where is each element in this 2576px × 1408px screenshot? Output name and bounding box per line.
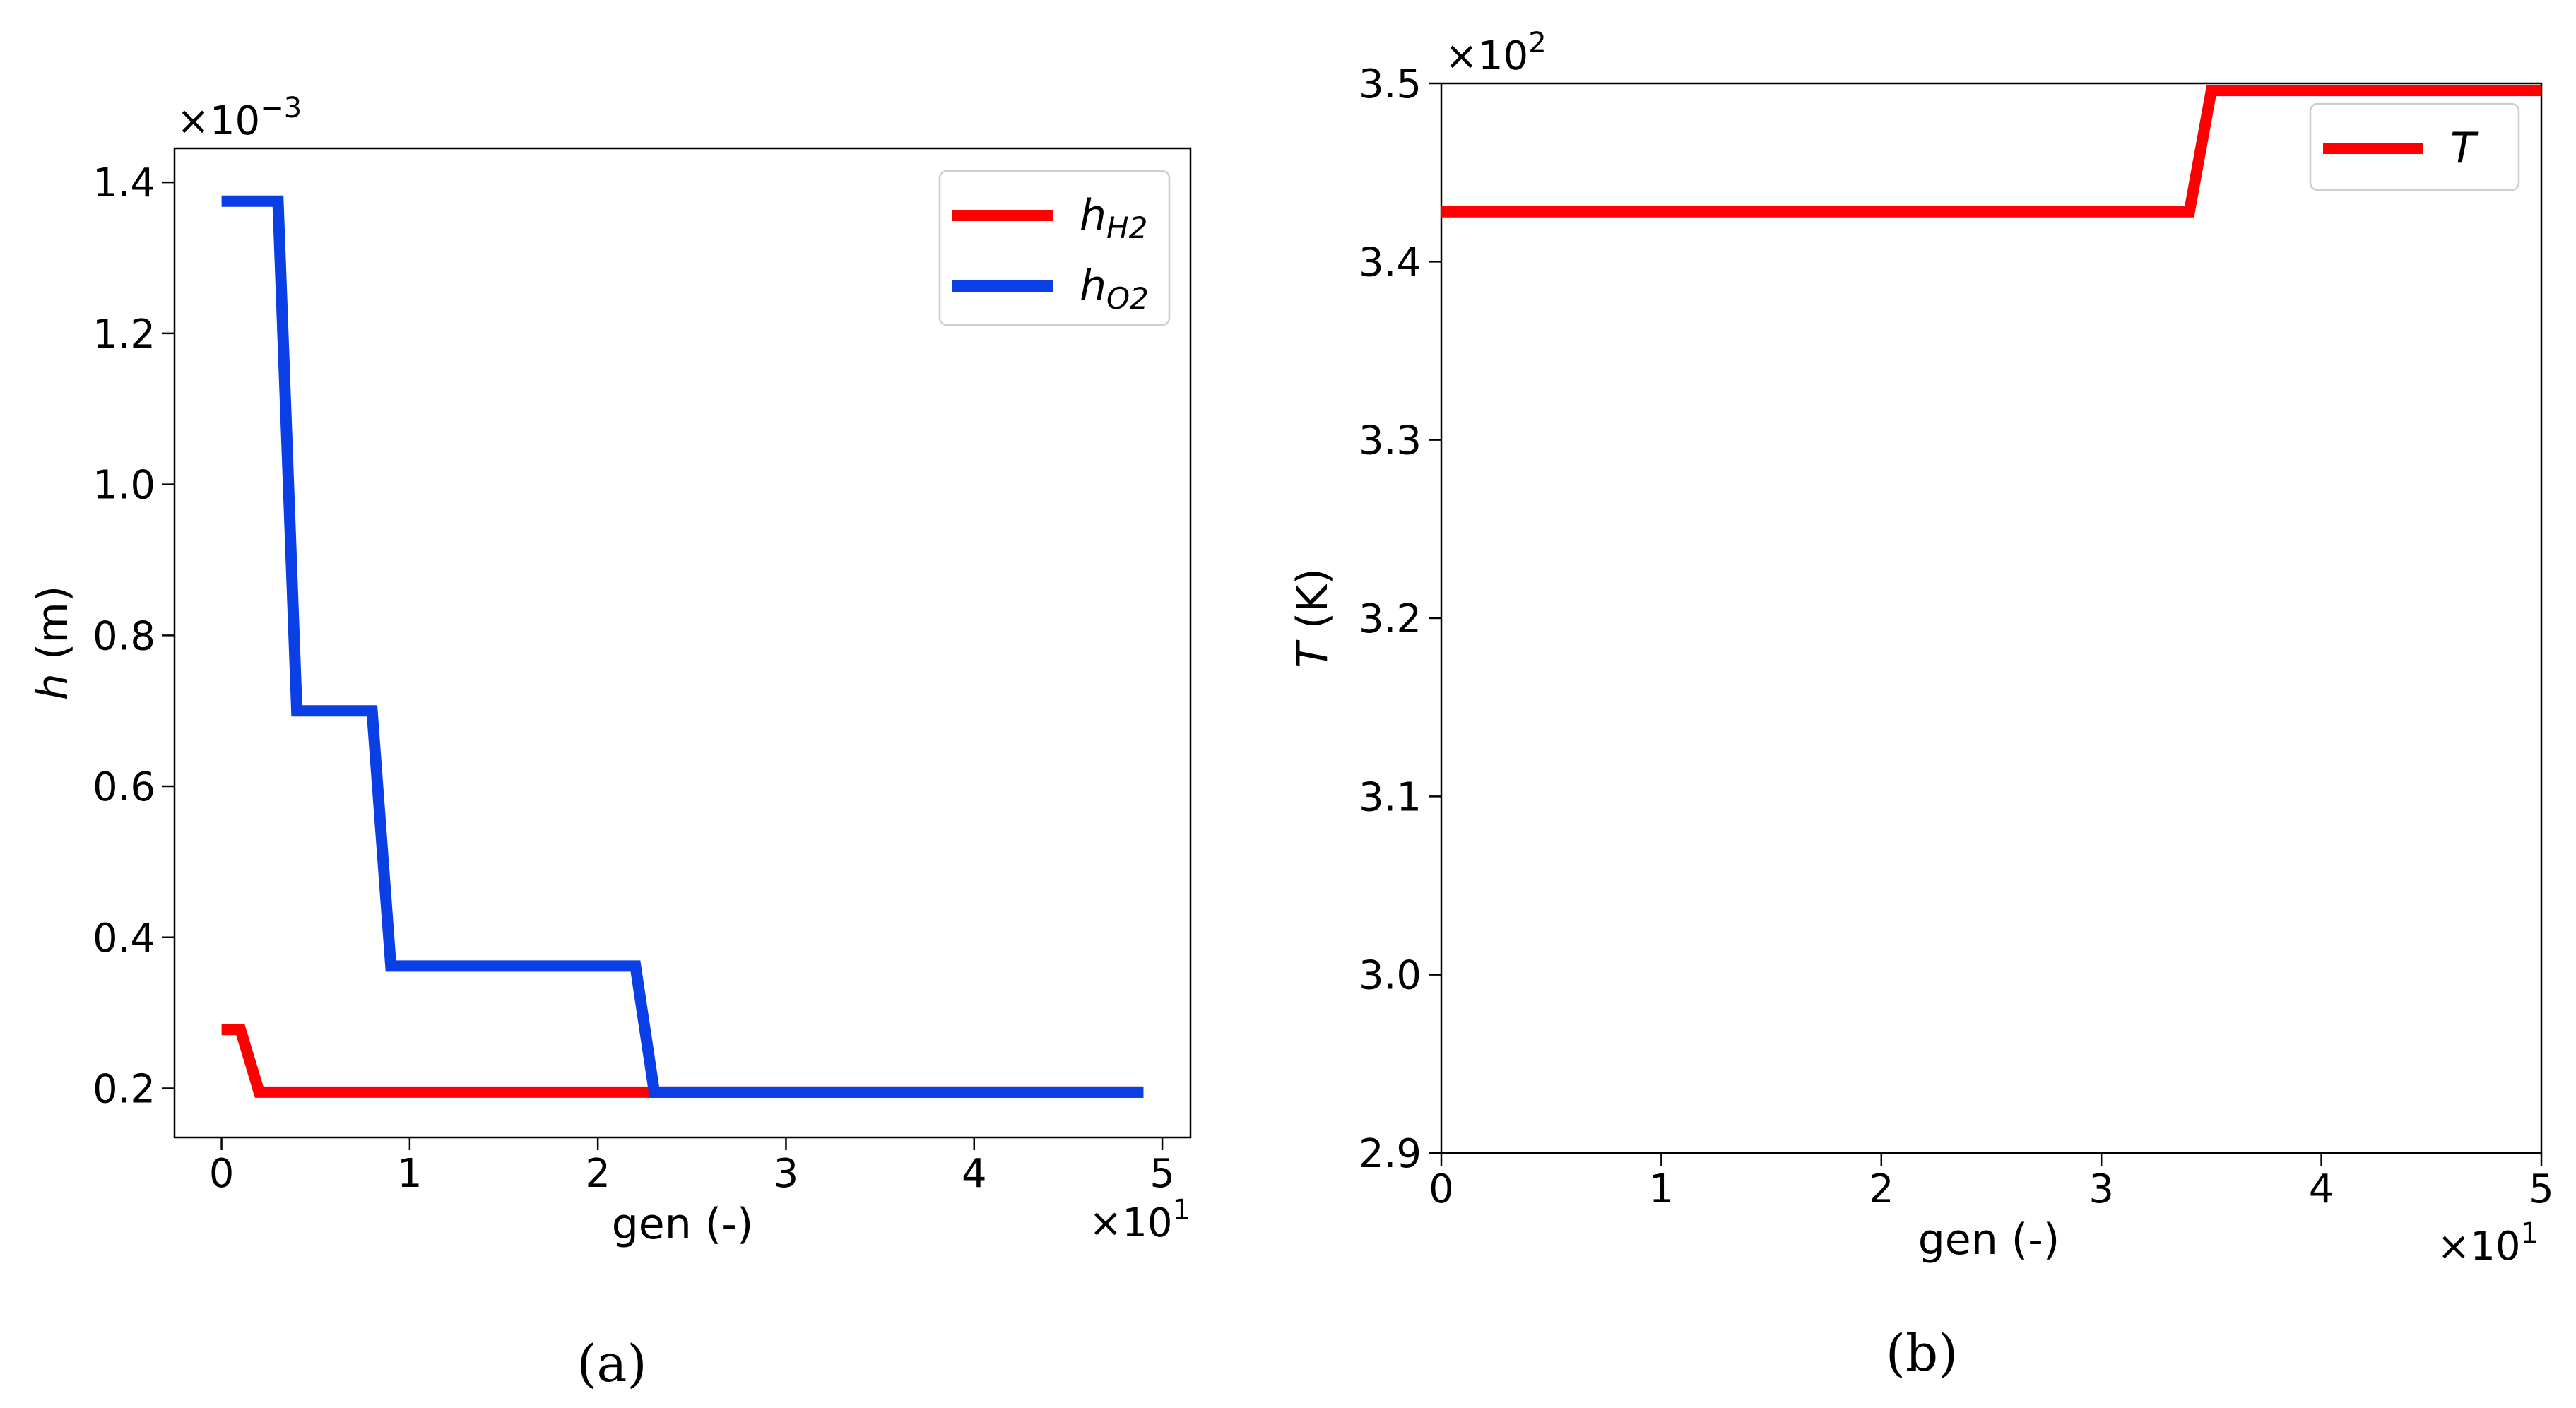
x-tick-label: 2 xyxy=(585,1151,610,1197)
y-tick-label: 1.2 xyxy=(93,312,155,357)
x-axis-multiplier: ×101 xyxy=(1089,1194,1190,1246)
y-tick-label: 3.5 xyxy=(1359,61,1422,107)
x-axis-label: gen (-) xyxy=(1918,1215,2060,1265)
legend-label-sub: H2 xyxy=(1106,211,1147,245)
x-tick-label: 1 xyxy=(1649,1166,1674,1212)
y-tick-label: 1.0 xyxy=(93,463,155,509)
y-axis-label-symbol: T xyxy=(1288,639,1337,668)
y-axis-multiplier: ×10−3 xyxy=(177,92,302,144)
x-axis-multiplier-exponent: 1 xyxy=(1173,1194,1190,1226)
x-axis-multiplier-base: ×10 xyxy=(1089,1200,1172,1246)
y-axis-label-unit: (K) xyxy=(1288,568,1337,642)
x-tick-label: 0 xyxy=(209,1151,235,1197)
legend-label-main: h xyxy=(1080,191,1106,240)
legend-label-main: T xyxy=(2450,124,2479,173)
y-tick-label: 0.2 xyxy=(93,1067,155,1113)
x-tick-label: 2 xyxy=(1869,1166,1894,1212)
x-tick-label: 4 xyxy=(2309,1166,2334,1212)
legend-label-hO2: hO2 xyxy=(1080,261,1149,316)
y-tick-label: 3.1 xyxy=(1359,774,1422,820)
y-tick-label: 0.4 xyxy=(93,916,155,962)
y-axis-label-unit: (m) xyxy=(28,586,78,673)
x-tick-label: 3 xyxy=(774,1151,799,1197)
y-axis-multiplier: ×102 xyxy=(1445,27,1547,79)
legend: T xyxy=(2309,102,2520,191)
x-tick-label: 4 xyxy=(962,1151,987,1197)
y-tick-label: 3.3 xyxy=(1359,418,1422,464)
panel-label: (b) xyxy=(1886,1323,1958,1383)
y-tick-label: 3.0 xyxy=(1359,953,1422,999)
y-axis-multiplier-exponent: 2 xyxy=(1528,27,1546,59)
y-axis-label: T (K) xyxy=(1288,568,1337,668)
legend-label-T: T xyxy=(2450,124,2479,173)
y-tick-label: 0.8 xyxy=(93,613,155,659)
y-axis-multiplier-base: ×10 xyxy=(1445,33,1528,79)
x-tick-label: 0 xyxy=(1429,1166,1454,1212)
legend-label-hH2: hH2 xyxy=(1080,191,1147,245)
x-tick-label: 5 xyxy=(2529,1166,2554,1212)
y-axis-label-symbol: h xyxy=(28,673,78,700)
y-tick-label: 1.4 xyxy=(93,160,155,206)
x-tick-label: 3 xyxy=(2088,1166,2114,1212)
chart-panel-a: 0 1 2 3 4 5 0.2 0.4 0.6 0.8 1.0 1.2 1.4 gen (-) h (m) ×… xyxy=(28,92,1192,1393)
plot-frame xyxy=(173,147,1192,1139)
x-tick-label: 1 xyxy=(397,1151,423,1197)
chart-panel-b: 0 1 2 3 4 5 2.9 3.0 3.1 3.2 3.3 3.4 3.5 gen (-) T (K) ×… xyxy=(1288,27,2554,1383)
series-line-hO2 xyxy=(221,195,1144,1098)
x-axis-label: gen (-) xyxy=(612,1200,754,1249)
legend-label-sub: O2 xyxy=(1106,281,1149,316)
panel-label: (a) xyxy=(577,1334,646,1393)
series-line-T xyxy=(1441,85,2541,218)
x-axis-multiplier-base: ×10 xyxy=(2437,1224,2520,1270)
x-axis-multiplier-exponent: 1 xyxy=(2521,1217,2539,1250)
y-tick-label: 3.2 xyxy=(1359,596,1422,642)
y-axis-multiplier-exponent: −3 xyxy=(260,92,302,124)
y-tick-label: 3.4 xyxy=(1359,239,1422,285)
legend-label-main: h xyxy=(1080,261,1106,311)
y-axis-multiplier-base: ×10 xyxy=(177,98,260,144)
x-axis-multiplier: ×101 xyxy=(2437,1217,2539,1270)
y-tick-label: 2.9 xyxy=(1359,1131,1422,1177)
y-tick-label: 0.6 xyxy=(93,764,155,810)
y-axis-label: h (m) xyxy=(28,586,78,700)
x-tick-label: 5 xyxy=(1150,1151,1175,1197)
